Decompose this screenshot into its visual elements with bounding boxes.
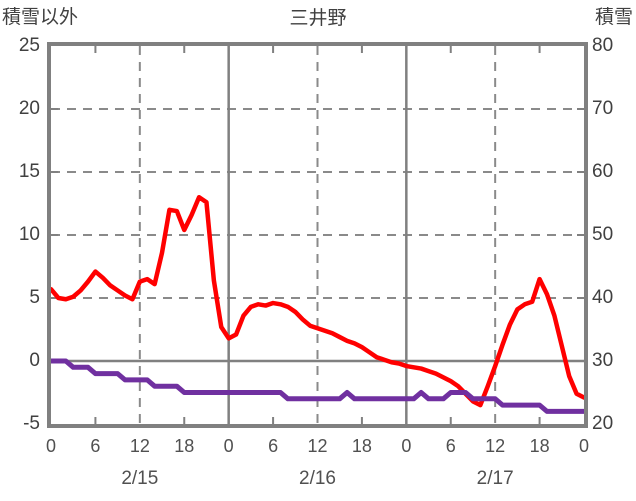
- series-line-non-snow: [51, 194, 584, 408]
- x-axis-day-label: 2/15: [121, 468, 159, 489]
- y-axis-right-tick-label: 50: [592, 224, 614, 245]
- x-axis-tick-label: 0: [578, 436, 589, 456]
- x-axis-tick-label: 18: [174, 436, 195, 456]
- y-axis-right-tick-label: 30: [592, 350, 614, 371]
- y-axis-right-tick-label: 80: [592, 35, 614, 56]
- right-axis-unit-label: 積雪: [594, 7, 633, 28]
- series-line-snow-depth: [51, 358, 584, 414]
- y-axis-left-tick-label: 0: [29, 350, 40, 371]
- grid-lines: [51, 46, 584, 424]
- y-axis-right-tick-label: 70: [592, 98, 614, 119]
- y-axis-left-tick-label: 10: [18, 224, 40, 245]
- data-series-lines: [51, 194, 584, 414]
- y-axis-left-tick-label: 5: [29, 287, 40, 308]
- plot-svg: [51, 46, 584, 424]
- page-title: 三井野: [289, 8, 347, 29]
- x-axis-tick-label: 18: [529, 436, 550, 456]
- y-axis-right-tick-label: 40: [592, 287, 614, 308]
- y-axis-left-tick-label: 25: [18, 35, 40, 56]
- x-axis-tick-label: 6: [445, 436, 456, 456]
- y-axis-left-tick-label: -5: [23, 413, 40, 434]
- y-axis-left-tick-label: 20: [18, 98, 40, 119]
- x-axis-tick-label: 0: [401, 436, 412, 456]
- y-axis-right-tick-label: 60: [592, 161, 614, 182]
- x-axis-tick-label: 6: [90, 436, 101, 456]
- x-axis-tick-label: 12: [485, 436, 506, 456]
- x-axis-tick-label: 18: [351, 436, 372, 456]
- x-axis-day-label: 2/17: [476, 468, 514, 489]
- y-axis-right-tick-label: 20: [592, 413, 614, 434]
- x-axis-tick-label: 12: [307, 436, 328, 456]
- left-axis-unit-label: 積雪以外: [2, 7, 79, 28]
- x-axis-day-label: 2/16: [299, 468, 336, 489]
- x-axis-tick-label: 0: [223, 436, 234, 456]
- x-axis-tick-label: 6: [268, 436, 279, 456]
- y-axis-left-tick-label: 15: [18, 161, 40, 182]
- x-axis-tick-label: 0: [45, 436, 56, 456]
- plot-area: [47, 42, 588, 428]
- x-axis-tick-label: 12: [129, 436, 150, 456]
